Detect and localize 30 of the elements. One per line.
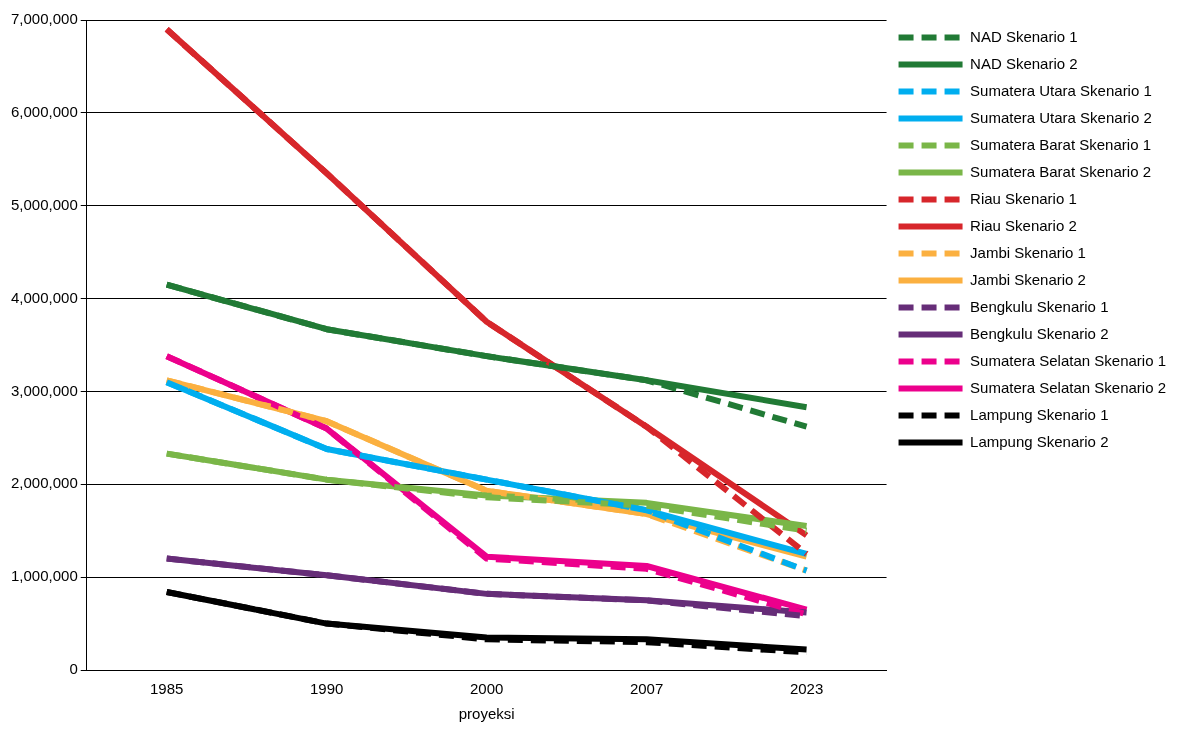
legend-label: Sumatera Selatan Skenario 2	[970, 378, 1166, 396]
y-tick-label: 2,000,000	[11, 474, 78, 492]
legend-label: Sumatera Utara Skenario 1	[970, 81, 1152, 99]
legend-label: Bengkulu Skenario 2	[970, 324, 1109, 342]
legend-label: Sumatera Barat Skenario 1	[970, 135, 1151, 153]
x-tick-label: 1985	[150, 680, 184, 698]
x-axis-title: proyeksi	[458, 705, 515, 723]
legend-label: Riau Skenario 1	[970, 189, 1077, 207]
legend-label: NAD Skenario 1	[970, 27, 1078, 45]
y-tick-label: 0	[69, 660, 78, 678]
legend-label: Sumatera Selatan Skenario 1	[970, 351, 1166, 369]
x-tick-label: 2000	[469, 680, 504, 698]
y-tick-label: 3,000,000	[11, 381, 78, 399]
legend-label: Lampung Skenario 1	[970, 405, 1109, 423]
x-tick-label: 2007	[629, 680, 664, 698]
y-tick-label: 7,000,000	[11, 10, 78, 28]
y-tick-label: 4,000,000	[11, 288, 78, 306]
legend-label: NAD Skenario 2	[970, 54, 1078, 72]
x-tick-label: 1990	[309, 680, 344, 698]
legend-label: Sumatera Barat Skenario 2	[970, 162, 1151, 180]
x-tick-label: 2023	[789, 680, 824, 698]
legend-label: Jambi Skenario 2	[970, 270, 1086, 288]
y-tick-label: 1,000,000	[11, 567, 78, 585]
y-tick-label: 6,000,000	[11, 103, 78, 120]
legend-label: Lampung Skenario 2	[970, 432, 1109, 450]
y-tick-label: 5,000,000	[11, 195, 78, 213]
legend-label: Bengkulu Skenario 1	[970, 297, 1109, 315]
legend-label: Sumatera Utara Skenario 2	[970, 108, 1152, 126]
legend-label: Riau Skenario 2	[970, 216, 1077, 234]
legend-label: Jambi Skenario 1	[970, 243, 1086, 261]
